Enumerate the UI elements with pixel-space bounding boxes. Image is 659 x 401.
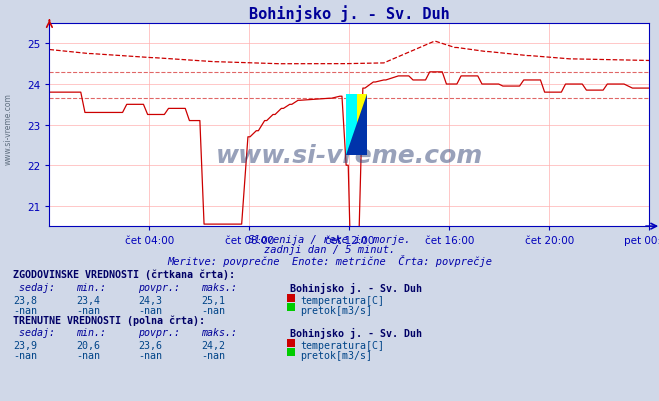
Text: 23,8: 23,8 [13, 296, 37, 306]
Text: 23,9: 23,9 [13, 340, 37, 350]
Text: min.:: min.: [76, 283, 106, 293]
Text: pretok[m3/s]: pretok[m3/s] [300, 305, 372, 315]
Text: 24,3: 24,3 [138, 296, 162, 306]
Text: maks.:: maks.: [201, 283, 237, 293]
Text: 20,6: 20,6 [76, 340, 100, 350]
Text: temperatura[C]: temperatura[C] [300, 340, 384, 350]
Text: Slovenija / reke in morje.: Slovenija / reke in morje. [248, 235, 411, 245]
Text: Bohinjsko j. - Sv. Duh: Bohinjsko j. - Sv. Duh [290, 283, 422, 294]
Text: temperatura[C]: temperatura[C] [300, 296, 384, 306]
Text: -nan: -nan [201, 305, 225, 315]
Text: ZGODOVINSKE VREDNOSTI (črtkana črta):: ZGODOVINSKE VREDNOSTI (črtkana črta): [13, 269, 235, 279]
Text: -nan: -nan [13, 350, 37, 360]
Text: -nan: -nan [138, 350, 162, 360]
Text: -nan: -nan [76, 305, 100, 315]
Text: sedaj:: sedaj: [13, 283, 55, 293]
Text: -nan: -nan [76, 350, 100, 360]
Text: 23,6: 23,6 [138, 340, 162, 350]
Text: sedaj:: sedaj: [13, 328, 55, 338]
Title: Bohinjsko j. - Sv. Duh: Bohinjsko j. - Sv. Duh [249, 5, 449, 22]
Polygon shape [346, 95, 367, 156]
Text: 24,2: 24,2 [201, 340, 225, 350]
Text: TRENUTNE VREDNOSTI (polna črta):: TRENUTNE VREDNOSTI (polna črta): [13, 315, 205, 325]
Text: povpr.:: povpr.: [138, 283, 181, 293]
Text: 25,1: 25,1 [201, 296, 225, 306]
Text: -nan: -nan [138, 305, 162, 315]
Text: www.si-vreme.com: www.si-vreme.com [3, 93, 13, 164]
Text: -nan: -nan [201, 350, 225, 360]
Text: povpr.:: povpr.: [138, 328, 181, 338]
Text: min.:: min.: [76, 328, 106, 338]
Text: pretok[m3/s]: pretok[m3/s] [300, 350, 372, 360]
Text: 23,4: 23,4 [76, 296, 100, 306]
Text: zadnji dan / 5 minut.: zadnji dan / 5 minut. [264, 245, 395, 255]
Text: -nan: -nan [13, 305, 37, 315]
Text: Bohinjsko j. - Sv. Duh: Bohinjsko j. - Sv. Duh [290, 328, 422, 338]
Bar [346, 95, 367, 156]
Text: Meritve: povprečne  Enote: metrične  Črta: povprečje: Meritve: povprečne Enote: metrične Črta:… [167, 255, 492, 267]
Text: maks.:: maks.: [201, 328, 237, 338]
Text: www.si-vreme.com: www.si-vreme.com [215, 144, 483, 168]
Bar [357, 95, 367, 156]
